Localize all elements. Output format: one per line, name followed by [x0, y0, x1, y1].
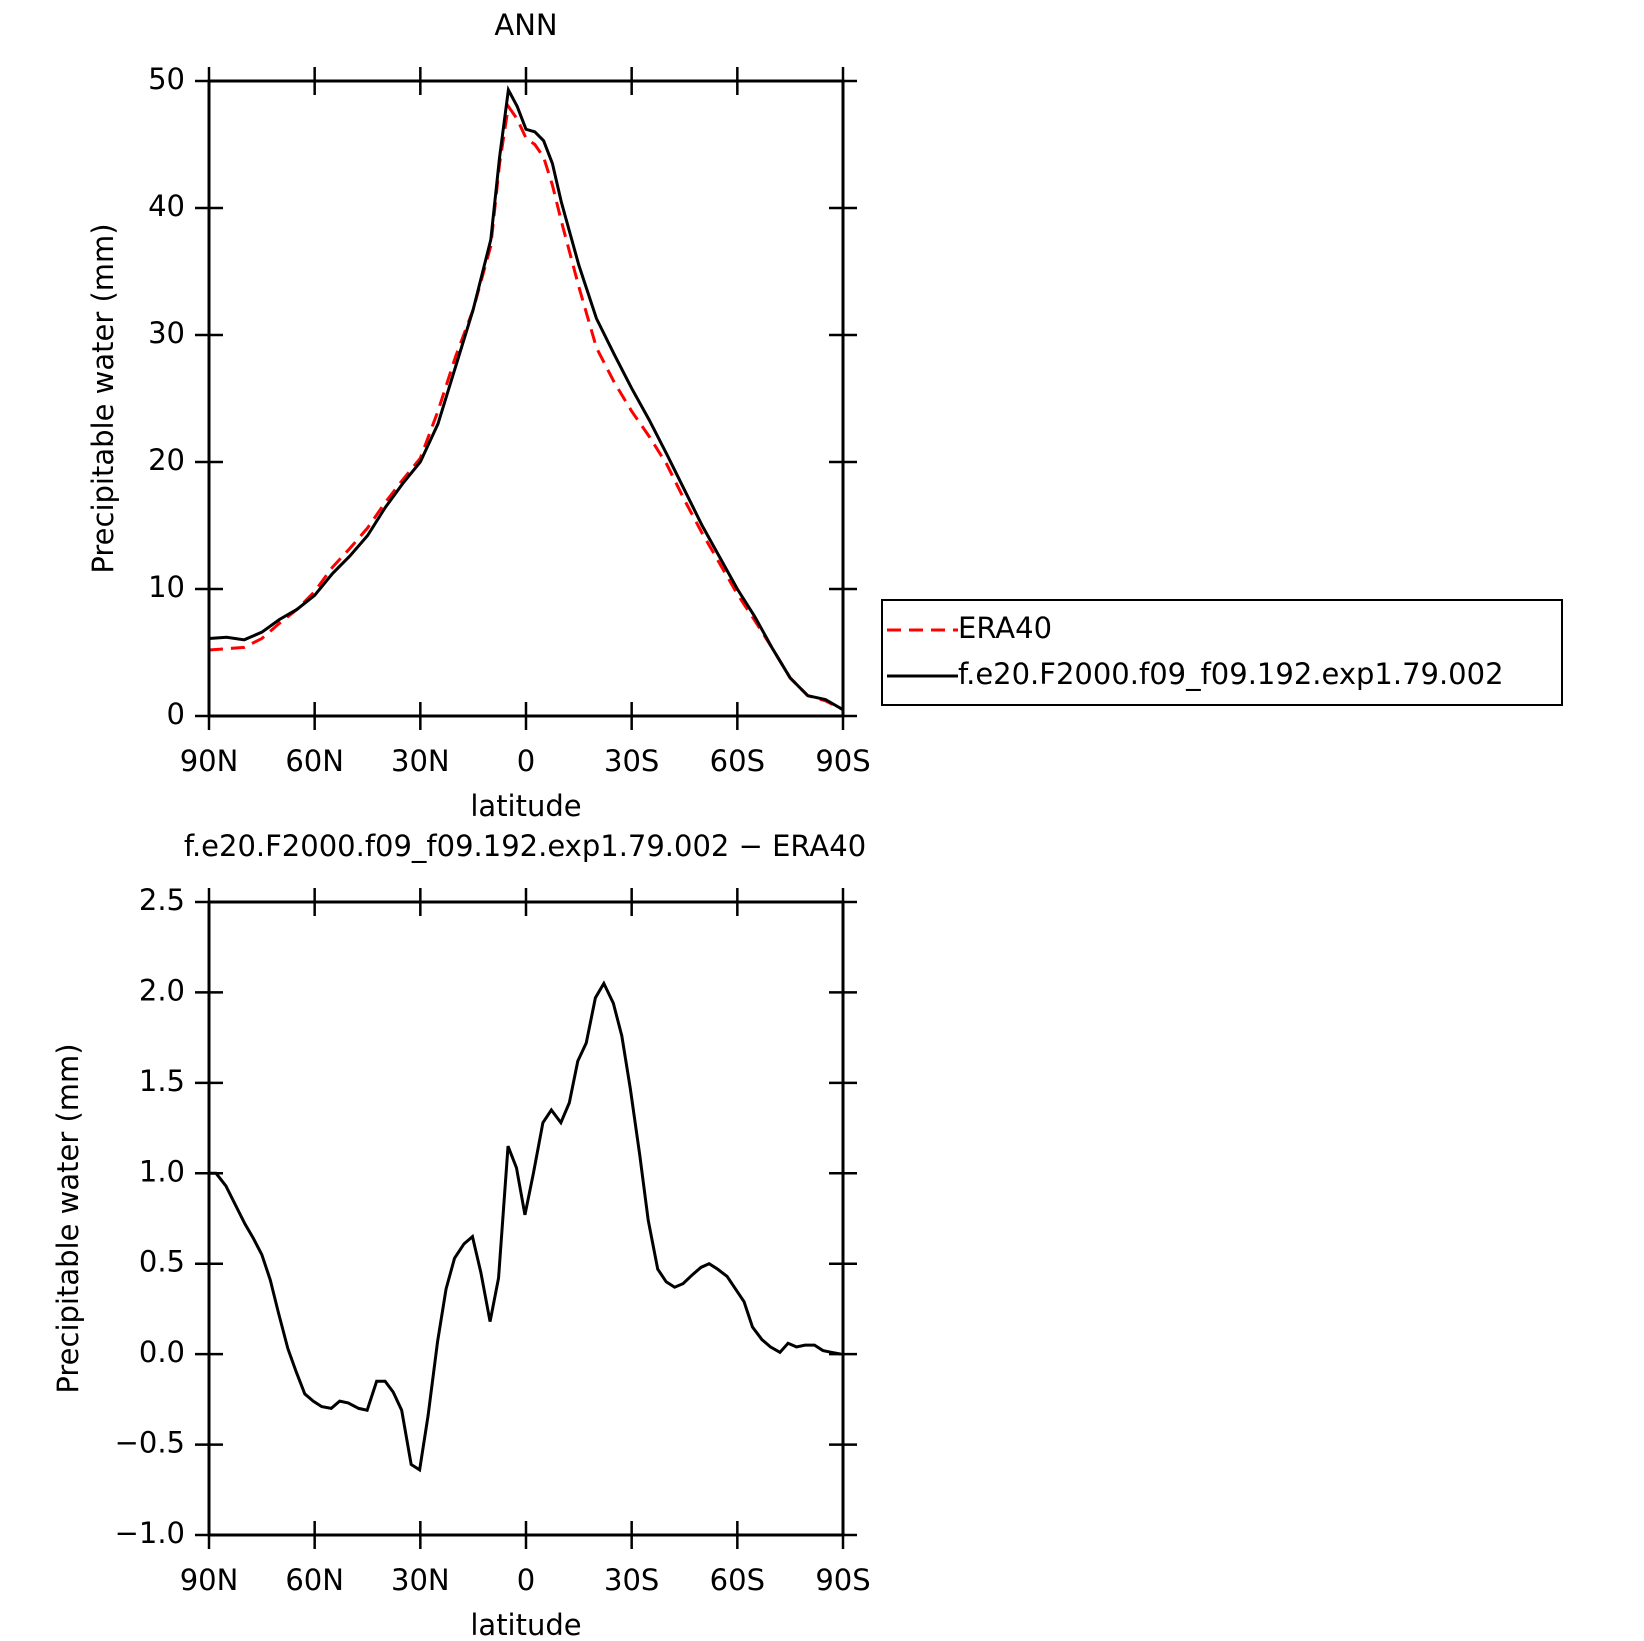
x-tick-label: 90N — [180, 744, 239, 778]
plot-frame — [207, 900, 845, 1537]
x-tick-label: 90S — [815, 744, 870, 778]
x-tick-label: 30S — [604, 744, 659, 778]
x-tick-label: 60S — [710, 744, 765, 778]
y-tick-label: 20 — [148, 443, 185, 477]
y-tick-label: 0.0 — [139, 1335, 185, 1369]
y-tick-label: −0.5 — [115, 1426, 185, 1460]
legend-box — [881, 599, 1563, 706]
y-tick-label: 30 — [148, 316, 185, 350]
x-tick-label: 60S — [710, 1563, 765, 1597]
x-axis-label: latitude — [470, 789, 581, 823]
y-axis-label: Precipitable water (mm) — [51, 1043, 85, 1393]
data-line — [208, 102, 844, 711]
plot-frame — [207, 79, 845, 718]
x-tick-label: 60N — [285, 744, 344, 778]
x-tick-label: 60N — [285, 1563, 344, 1597]
y-axis-label: Precipitable water (mm) — [86, 223, 120, 573]
x-tick-label: 90N — [180, 1563, 239, 1597]
y-tick-label: 2.0 — [139, 973, 185, 1007]
y-tick-label: −1.0 — [115, 1516, 185, 1550]
chart-title: ANN — [494, 8, 557, 42]
x-tick-label: 30N — [391, 744, 450, 778]
y-tick-label: 10 — [148, 570, 185, 604]
x-tick-label: 0 — [517, 744, 535, 778]
data-line — [208, 85, 844, 711]
y-tick-label: 1.0 — [139, 1154, 185, 1188]
legend-label: ERA40 — [958, 611, 1052, 645]
data-line — [209, 980, 842, 1473]
x-tick-label: 30N — [391, 1563, 450, 1597]
y-tick-label: 0 — [167, 697, 185, 731]
x-tick-label: 90S — [815, 1563, 870, 1597]
legend-label: f.e20.F2000.f09_f09.192.exp1.79.002 — [958, 657, 1504, 691]
y-tick-label: 50 — [148, 62, 185, 96]
y-tick-label: 0.5 — [139, 1245, 185, 1279]
x-axis-label: latitude — [470, 1608, 581, 1641]
y-tick-label: 1.5 — [139, 1064, 185, 1098]
y-tick-label: 2.5 — [139, 883, 185, 917]
x-tick-label: 0 — [517, 1563, 535, 1597]
y-tick-label: 40 — [148, 189, 185, 223]
x-tick-label: 30S — [604, 1563, 659, 1597]
chart-title: f.e20.F2000.f09_f09.192.exp1.79.002 − ER… — [184, 829, 866, 863]
